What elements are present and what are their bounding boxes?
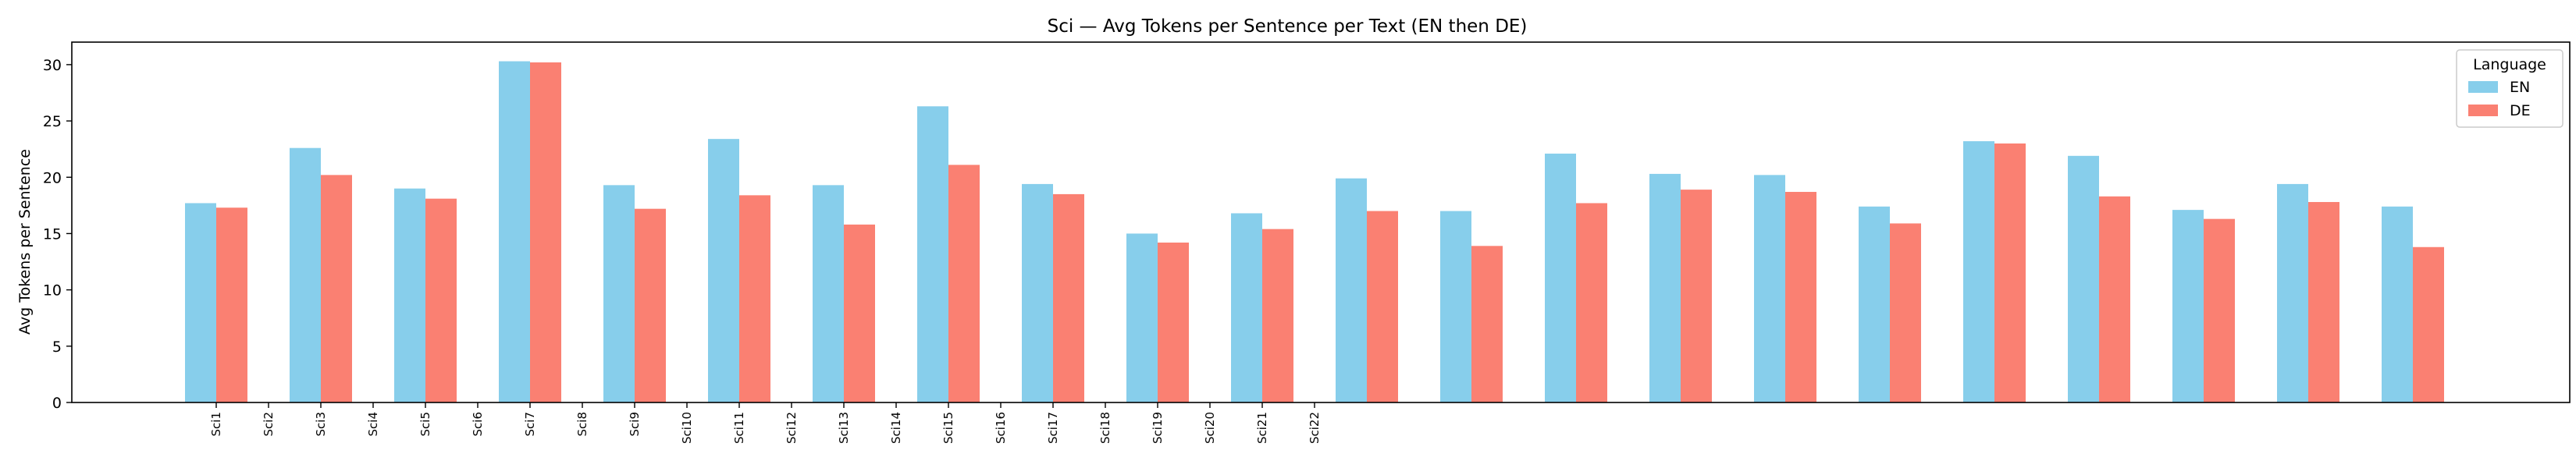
bar-de-2 (321, 175, 352, 403)
bar-de-14 (1576, 203, 1607, 402)
bar-de-20 (2204, 218, 2235, 402)
bar-de-8 (948, 165, 980, 402)
y-axis-label: Avg Tokens per Sentence (16, 149, 34, 335)
bar-de-19 (2099, 196, 2130, 402)
chart-title: Sci — Avg Tokens per Sentence per Text (… (1048, 16, 1528, 37)
bar-de-15 (1681, 190, 1712, 402)
legend: Language EN DE (2456, 49, 2564, 128)
bar-en-22 (2382, 206, 2413, 402)
legend-label-de: DE (2510, 102, 2531, 119)
bar-en-5 (603, 185, 635, 402)
legend-swatch-de (2468, 105, 2498, 116)
bar-en-2 (290, 147, 321, 402)
bar-en-21 (2277, 183, 2308, 402)
legend-swatch-en (2468, 81, 2498, 93)
bar-en-10 (1126, 233, 1158, 402)
bar-de-3 (425, 198, 457, 402)
bar-en-6 (708, 139, 739, 402)
x-tick-label: Sci2 (262, 412, 276, 436)
bar-de-10 (1158, 242, 1189, 402)
x-tick-label: Sci13 (837, 412, 851, 444)
plot-frame (71, 41, 2571, 403)
bar-de-18 (1994, 143, 2026, 402)
bar-de-11 (1262, 229, 1293, 402)
x-tick-label: Sci18 (1098, 412, 1112, 444)
x-tick-label: Sci14 (889, 412, 903, 444)
y-tick-label: 5 (52, 339, 62, 356)
bar-en-16 (1754, 175, 1785, 403)
y-tick-label: 20 (43, 169, 62, 186)
bar-de-7 (844, 224, 875, 402)
bar-de-22 (2413, 246, 2444, 402)
bars-group (185, 61, 2444, 403)
x-tick-label: Sci19 (1151, 412, 1165, 444)
x-tick-label: Sci7 (523, 412, 537, 436)
bar-en-1 (185, 203, 216, 402)
y-tick-label: 15 (43, 225, 62, 243)
bar-de-21 (2308, 202, 2339, 402)
bar-en-19 (2068, 155, 2099, 402)
bar-de-13 (1471, 246, 1503, 402)
bar-en-4 (499, 61, 530, 402)
bar-en-14 (1545, 153, 1576, 402)
y-tick-label: 25 (43, 113, 62, 130)
x-tick-label: Sci6 (471, 412, 485, 436)
bar-en-15 (1649, 173, 1681, 402)
bar-en-7 (813, 185, 844, 402)
x-tick-label: Sci10 (680, 412, 694, 444)
x-tick-label: Sci15 (941, 412, 955, 444)
bar-de-17 (1890, 223, 1921, 402)
bar-en-11 (1231, 213, 1262, 402)
x-axis: Sci1 Sci2 Sci3 Sci4 Sci5 Sci6 Sci7 Sci8 Sci9 Sci1… (209, 402, 1322, 444)
x-tick-label: Sci20 (1203, 412, 1217, 444)
x-tick-label: Sci3 (314, 412, 328, 436)
bar-de-12 (1367, 211, 1398, 402)
bar-de-5 (635, 208, 666, 402)
bar-de-9 (1053, 193, 1084, 402)
x-tick-label: Sci11 (732, 412, 746, 444)
x-tick-label: Sci1 (209, 412, 223, 436)
x-tick-label: Sci4 (366, 412, 380, 436)
bar-en-20 (2172, 210, 2204, 402)
bar-de-6 (739, 195, 770, 402)
bar-en-13 (1440, 211, 1471, 402)
bar-de-4 (530, 62, 561, 403)
x-tick-label: Sci16 (994, 412, 1008, 444)
bar-en-12 (1336, 178, 1367, 402)
bar-en-17 (1859, 206, 1890, 402)
legend-title: Language (2473, 56, 2546, 73)
bar-en-9 (1022, 183, 1053, 402)
bar-de-16 (1785, 192, 1816, 403)
bar-en-18 (1963, 141, 1994, 403)
y-tick-label: 0 (52, 395, 62, 412)
bar-en-3 (394, 188, 425, 402)
x-tick-label: Sci22 (1308, 412, 1322, 444)
y-tick-label: 10 (43, 282, 62, 300)
x-tick-label: Sci12 (785, 412, 799, 444)
x-tick-label: Sci9 (628, 412, 642, 436)
x-tick-label: Sci17 (1046, 412, 1060, 444)
legend-label-en: EN (2510, 79, 2530, 96)
y-tick-label: 30 (43, 57, 62, 74)
bar-de-1 (216, 207, 247, 402)
x-tick-label: Sci8 (575, 412, 589, 436)
y-axis: 0 5 10 15 20 25 30 (43, 57, 72, 412)
bar-en-8 (917, 106, 948, 402)
x-tick-label: Sci21 (1255, 412, 1269, 444)
x-tick-label: Sci5 (418, 412, 432, 436)
